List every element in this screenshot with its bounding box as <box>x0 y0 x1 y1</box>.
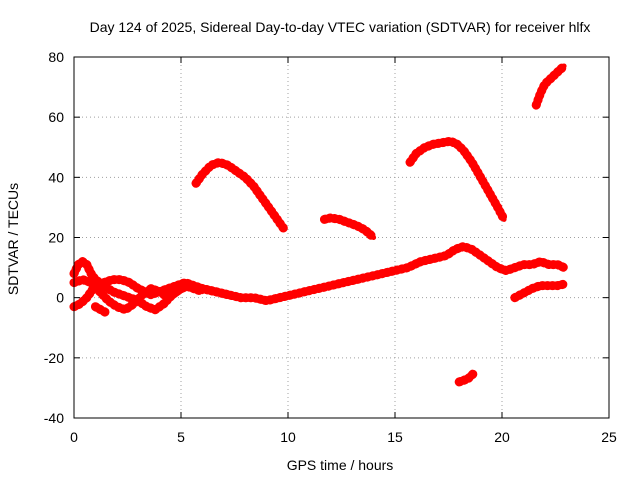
y-tick-label: 20 <box>48 230 64 246</box>
y-tick-label: 60 <box>48 109 64 125</box>
series-arc-6-markers <box>319 213 379 242</box>
x-axis-label: GPS time / hours <box>287 457 394 473</box>
y-tick-label: 40 <box>48 169 64 185</box>
y-axis-label: SDTVAR / TECUs <box>5 183 21 295</box>
y-tick-label: 80 <box>48 49 64 65</box>
y-tick-label: -20 <box>44 350 64 366</box>
x-tick-label: 20 <box>494 429 510 445</box>
ticks: 0 5 10 15 20 25 -40 -20 0 20 40 60 80 <box>44 49 617 445</box>
x-tick-label: 25 <box>601 429 617 445</box>
series-arc-10-markers <box>531 61 569 110</box>
chart-title: Day 124 of 2025, Sidereal Day-to-day VTE… <box>90 19 591 35</box>
series-arc-1 <box>71 244 567 313</box>
series-arc-1-markers <box>69 242 569 315</box>
series-arc-8-markers <box>454 368 479 387</box>
series-arc-9-markers <box>510 279 569 303</box>
x-tick-label: 0 <box>70 429 78 445</box>
series-arc-7-markers <box>405 136 509 224</box>
series-arc-5-markers <box>191 157 289 233</box>
series-arc-4-markers <box>90 302 111 318</box>
grid <box>74 57 609 418</box>
x-tick-label: 15 <box>387 429 403 445</box>
y-tick-label: -40 <box>44 410 64 426</box>
x-tick-label: 10 <box>280 429 296 445</box>
series-layer <box>69 61 569 387</box>
y-tick-label: 0 <box>56 290 64 306</box>
series-arc-3-markers <box>69 275 207 315</box>
x-tick-label: 5 <box>177 429 185 445</box>
